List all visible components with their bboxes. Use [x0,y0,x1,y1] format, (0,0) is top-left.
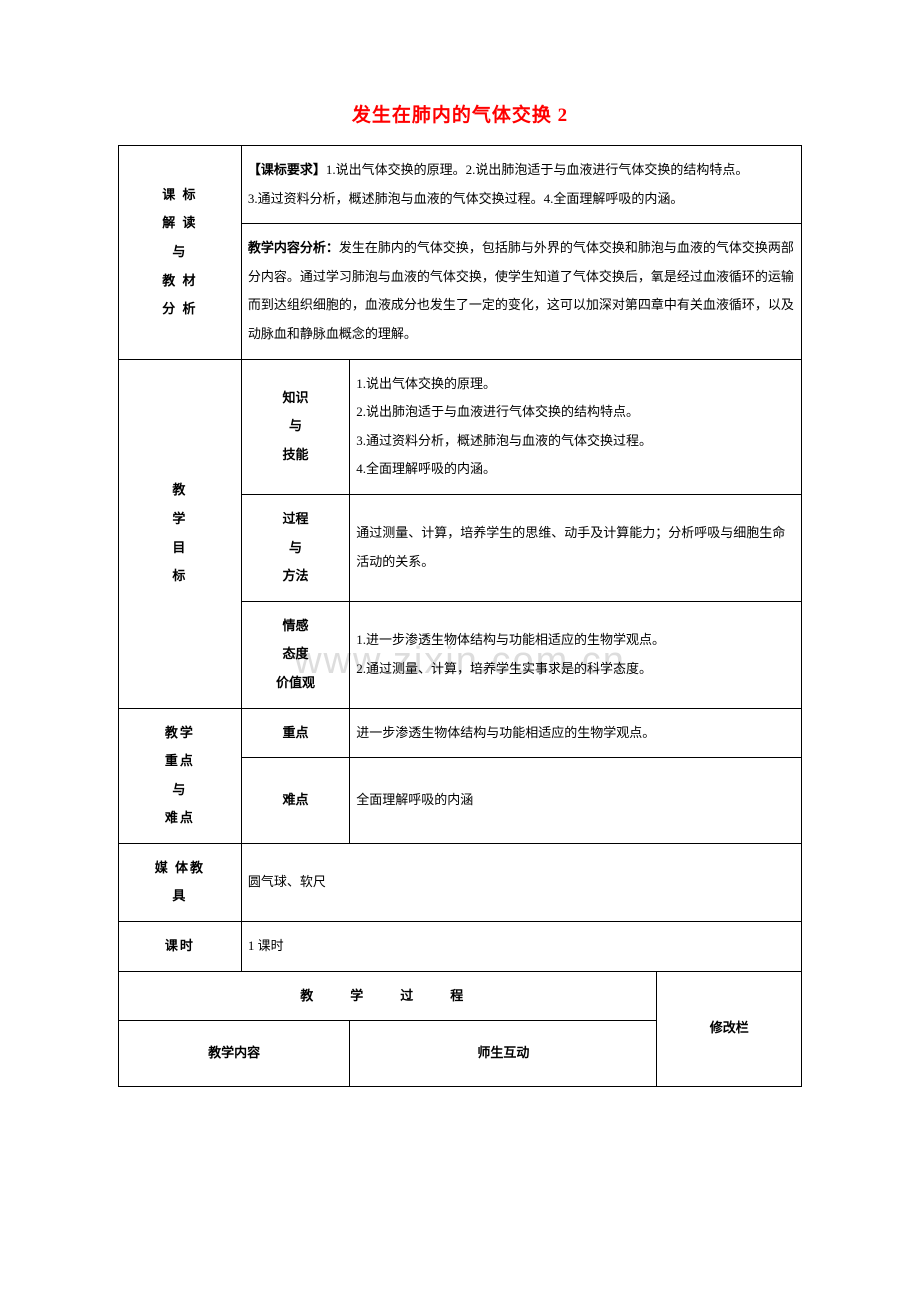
knowledge-content: 1.说出气体交换的原理。2.说出肺泡适于与血液进行气体交换的结构特点。3.通过资… [350,359,802,494]
sublabel-attitude: 情感态度价值观 [241,601,349,708]
table-row: 教 学 过 程 修改栏 [119,971,802,1021]
analysis-text: 发生在肺内的气体交换，包括肺与外界的气体交换和肺泡与血液的气体交换两部分内容。通… [248,240,794,341]
table-row: 教学重点与难点 重点 进一步渗透生物体结构与功能相适应的生物学观点。 [119,708,802,758]
attitude-content: 1.进一步渗透生物体结构与功能相适应的生物学观点。2.通过测量、计算，培养学生实… [350,601,802,708]
sublabel-keypoint: 重点 [241,708,349,758]
content-analysis-cell: 教学内容分析：发生在肺内的气体交换，包括肺与外界的气体交换和肺泡与血液的气体交换… [241,224,801,359]
main-table-wrapper: 课 标解 读与教 材分 析 【课标要求】1.说出气体交换的原理。2.说出肺泡适于… [118,145,802,1087]
requirement-label: 【课标要求】 [248,162,326,177]
requirement-text1: 1.说出气体交换的原理。2.说出肺泡适于与血液进行气体交换的结构特点。 [326,162,749,177]
section-label-standards: 课 标解 读与教 材分 析 [119,146,242,360]
sublabel-process: 过程与方法 [241,494,349,601]
process-header: 教 学 过 程 [119,971,657,1021]
table-row: 媒 体教具 圆气球、软尺 [119,843,802,921]
process-content: 通过测量、计算，培养学生的思维、动手及计算能力；分析呼吸与细胞生命活动的关系。 [350,494,802,601]
standards-requirement-cell: 【课标要求】1.说出气体交换的原理。2.说出肺泡适于与血液进行气体交换的结构特点… [241,146,801,224]
table-row: 课时 1 课时 [119,922,802,972]
section-label-objectives: 教学目标 [119,359,242,708]
sublabel-knowledge: 知识与技能 [241,359,349,494]
analysis-label: 教学内容分析： [248,240,339,255]
hours-content: 1 课时 [241,922,801,972]
teaching-content-header: 教学内容 [119,1021,350,1087]
revision-column-header: 修改栏 [657,971,802,1086]
section-label-keypoints: 教学重点与难点 [119,708,242,843]
sublabel-difficulty: 难点 [241,758,349,844]
difficulty-content: 全面理解呼吸的内涵 [350,758,802,844]
requirement-text2: 3.通过资料分析，概述肺泡与血液的气体交换过程。4.全面理解呼吸的内涵。 [248,191,684,206]
table-row: 课 标解 读与教 材分 析 【课标要求】1.说出气体交换的原理。2.说出肺泡适于… [119,146,802,224]
lesson-plan-table: 课 标解 读与教 材分 析 【课标要求】1.说出气体交换的原理。2.说出肺泡适于… [118,145,802,1087]
keypoint-content: 进一步渗透生物体结构与功能相适应的生物学观点。 [350,708,802,758]
section-label-media: 媒 体教具 [119,843,242,921]
media-content: 圆气球、软尺 [241,843,801,921]
document-title: 发生在肺内的气体交换 2 [118,100,802,127]
section-label-hours: 课时 [119,922,242,972]
table-row: 教学目标 知识与技能 1.说出气体交换的原理。2.说出肺泡适于与血液进行气体交换… [119,359,802,494]
interaction-header: 师生互动 [350,1021,657,1087]
